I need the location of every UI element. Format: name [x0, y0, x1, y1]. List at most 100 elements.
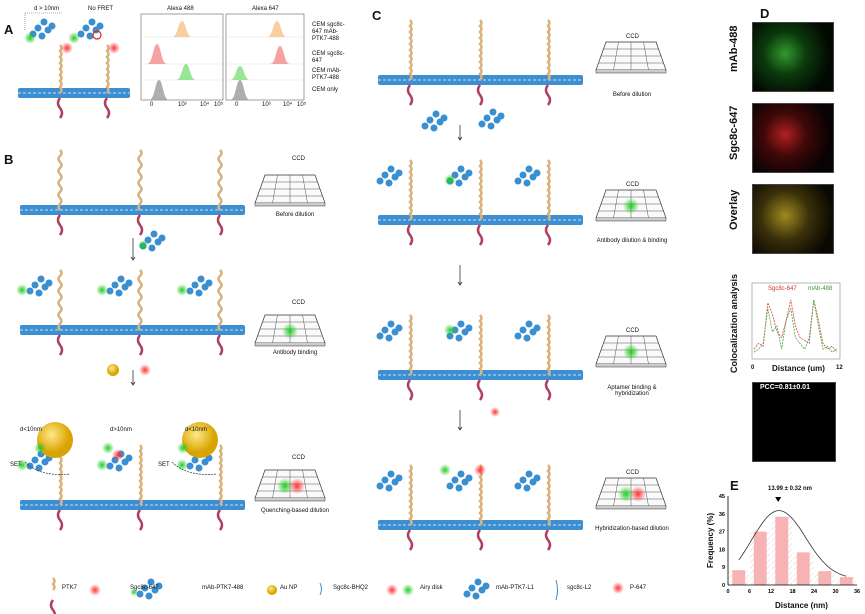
antibody-domain	[457, 320, 465, 328]
antibody-domain	[150, 230, 158, 238]
ptk7-protein	[546, 19, 551, 81]
antibody-domain	[463, 590, 471, 598]
antibody-domain	[446, 482, 454, 490]
hist-title-647: Alexa 647	[252, 6, 279, 12]
ptk7-intracellular	[544, 529, 552, 551]
green-fluorophore	[402, 584, 414, 596]
no-symbol-icon	[92, 30, 102, 40]
coloc-plot-frame	[751, 282, 841, 360]
antibody-domain	[191, 456, 199, 464]
step-label: Aptamer binding & hybridization	[607, 385, 657, 397]
legend-sgc8c-647: Sgc8c-647	[130, 585, 159, 591]
ptk7-intracellular	[136, 509, 144, 531]
ccd-label: CCD	[626, 470, 639, 476]
tick: 10³	[262, 102, 271, 108]
antibody-domain	[525, 165, 533, 173]
antibody-domain	[381, 476, 389, 484]
down-arrow-head	[457, 136, 463, 141]
antibody-domain	[117, 275, 125, 283]
histogram-bar	[732, 570, 746, 585]
antibody-domain	[197, 275, 205, 283]
antibody-domain	[26, 287, 34, 295]
ptk7-protein	[546, 464, 551, 526]
ptk7-protein	[408, 19, 413, 81]
green-fluorophore	[138, 240, 148, 250]
antibody-domain	[86, 32, 94, 40]
ccd-label: CCD	[626, 34, 639, 40]
antibody-domain	[478, 120, 486, 128]
antibody-domain	[385, 179, 393, 187]
row-label-3: CEM mAb-PTK7-488	[312, 68, 342, 81]
ptk7-intracellular	[544, 224, 552, 246]
sgc8c-l2-icon	[555, 579, 558, 601]
ptk7-protein	[138, 444, 143, 506]
legend-sgc8c-bhq2: Sgc8c-BHQ2	[333, 585, 369, 591]
ptk7-protein	[546, 314, 551, 376]
hist-peak	[172, 21, 192, 37]
antibody-domain	[519, 476, 527, 484]
green-fluorophore	[177, 442, 189, 454]
ptk7-intracellular	[406, 529, 414, 551]
antibody-domain	[82, 24, 90, 32]
antibody-domain	[387, 470, 395, 478]
ptk7-protein	[105, 44, 110, 94]
ptk7-protein	[408, 464, 413, 526]
ptk7-intracellular	[216, 334, 224, 356]
antibody-domain	[395, 474, 403, 482]
antibody-domain	[115, 289, 123, 297]
antibody-domain	[195, 289, 203, 297]
antibody-domain	[514, 177, 522, 185]
antibody-domain	[519, 171, 527, 179]
green-fluorophore	[130, 588, 138, 596]
set-label: SET	[158, 462, 170, 468]
histogram-bar	[796, 552, 810, 585]
ptk7-intracellular	[136, 214, 144, 236]
ptk7-protein	[217, 269, 223, 331]
no-fret-label: No FRET	[88, 6, 114, 12]
green-fluorophore	[16, 284, 28, 296]
antibody-domain	[48, 22, 56, 30]
legend-sgc8c-l2: sgc8c-L2	[567, 585, 592, 591]
antibody-domain	[457, 470, 465, 478]
au-nanoparticle	[182, 422, 218, 458]
antibody-domain	[136, 590, 144, 598]
ccd-label: CCD	[292, 300, 305, 306]
antibody-domain	[455, 179, 463, 187]
antibody-domain	[525, 320, 533, 328]
antibody-domain	[35, 464, 43, 472]
red-fluorophore	[630, 486, 646, 502]
down-arrow-head	[457, 281, 463, 286]
ptk7-protein	[408, 314, 413, 376]
green-fluorophore	[277, 478, 293, 494]
green-fluorophore	[96, 284, 108, 296]
ccd-label: CCD	[626, 328, 639, 334]
antibody-domain	[497, 112, 505, 120]
antibody-domain	[523, 334, 531, 342]
tick: 0	[751, 365, 755, 371]
ccd-line	[302, 469, 308, 499]
ptk7-protein	[478, 314, 483, 376]
antibody-domain	[148, 244, 156, 252]
y-tick-label: 9	[722, 565, 725, 571]
green-fluorophore	[618, 486, 634, 502]
ptk7-intracellular	[544, 84, 552, 106]
histogram-frame	[140, 13, 224, 101]
down-arrow-head	[130, 381, 136, 386]
ptk7-protein	[408, 159, 413, 221]
ptk7-protein	[218, 444, 223, 506]
antibody-domain	[514, 482, 522, 490]
tick: 10⁵	[214, 102, 224, 108]
gaussian-fit-curve	[738, 510, 847, 577]
antibody-domain	[37, 275, 45, 283]
coloc-line-mab-488	[753, 299, 838, 353]
ccd-base	[595, 218, 667, 222]
green-fluorophore	[96, 459, 108, 471]
antibody-domain	[430, 124, 438, 132]
coloc-xlabel: Distance (um)	[772, 364, 825, 373]
ccd-base	[595, 364, 667, 368]
ptk7-intracellular	[56, 97, 64, 119]
antibody-domain	[186, 462, 194, 470]
d-label: d<10nm	[20, 427, 42, 433]
